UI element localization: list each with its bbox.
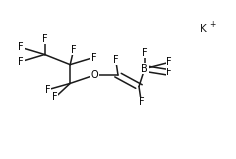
Text: F: F [91, 53, 96, 63]
Text: F: F [52, 93, 58, 102]
Text: F: F [166, 57, 172, 67]
Text: +: + [209, 20, 216, 29]
Text: O: O [91, 70, 98, 80]
Text: F: F [142, 48, 148, 58]
Text: B: B [141, 64, 148, 74]
Text: F: F [166, 67, 172, 77]
Text: F: F [71, 45, 76, 55]
Text: F: F [18, 57, 24, 66]
Text: F: F [18, 42, 24, 52]
Text: F: F [42, 34, 47, 44]
Text: F: F [139, 97, 144, 107]
Text: F: F [45, 85, 51, 95]
Text: K: K [200, 24, 206, 34]
Text: F: F [113, 55, 118, 65]
